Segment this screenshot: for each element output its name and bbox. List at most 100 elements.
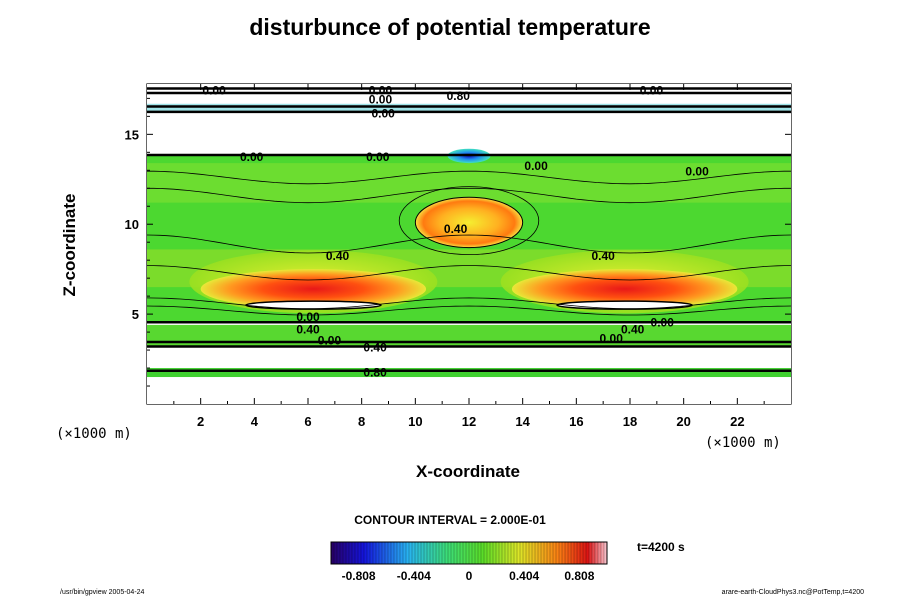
contour-line <box>414 196 524 249</box>
colorbar-step <box>460 542 464 564</box>
colorbar-step <box>601 542 605 564</box>
colorbar-step <box>502 542 506 564</box>
colorbar-step <box>331 542 335 564</box>
colorbar-step <box>517 542 521 564</box>
colorbar-step <box>415 542 419 564</box>
contour-label: 0.00 <box>369 92 393 106</box>
colorbar-step <box>430 542 434 564</box>
colorbar-step <box>544 542 548 564</box>
colorbar-step <box>412 542 416 564</box>
x-tick-label: 18 <box>623 414 637 429</box>
contour-label: 0.00 <box>685 164 709 178</box>
colorbar-step <box>499 542 503 564</box>
contour-field: 0.00 0.000.00 0.80 0.000.000.00 0.000.00 0.00… <box>147 83 791 404</box>
colorbar-step <box>550 542 554 564</box>
colorbar-step <box>490 542 494 564</box>
colorbar-step <box>442 542 446 564</box>
colorbar-step <box>424 542 428 564</box>
colorbar-step <box>595 542 599 564</box>
contour-label: 0.00 <box>240 150 264 164</box>
colorbar-step <box>529 542 533 564</box>
colorbar-step <box>451 542 455 564</box>
colorbar-step <box>472 542 476 564</box>
colorbar-step <box>493 542 497 564</box>
contour-label: 0.40 <box>363 340 387 354</box>
colorbar-tick-label: 0.404 <box>509 569 539 583</box>
colorbar-step <box>514 542 518 564</box>
x-tick-label: 16 <box>569 414 583 429</box>
feature-warm-dome <box>415 197 523 248</box>
colorbar-step <box>421 542 425 564</box>
colorbar-step <box>562 542 566 564</box>
contour-label: 0.40 <box>296 322 320 336</box>
contour-label: 0.00 <box>640 83 664 97</box>
colorbar-step <box>349 542 353 564</box>
colorbar-step <box>469 542 473 564</box>
x-tick-label: 14 <box>515 414 530 429</box>
contour-label: 0.40 <box>621 322 645 336</box>
feature-white-core <box>556 300 694 310</box>
colorbar-step <box>448 542 452 564</box>
field-upper-layer <box>147 163 791 203</box>
x-axis-unit: (×1000 m) <box>705 435 781 451</box>
contour-line <box>147 170 791 185</box>
colorbar-step <box>523 542 527 564</box>
contour-label: 0.00 <box>600 331 624 345</box>
colorbar-step <box>481 542 485 564</box>
colorbar: -0.808 -0.404 0 0.404 0.808 <box>330 541 608 583</box>
y-tick-label: 5 <box>132 307 139 322</box>
colorbar-step <box>418 542 422 564</box>
colorbar-step <box>382 542 386 564</box>
colorbar-step <box>580 542 584 564</box>
colorbar-step <box>475 542 479 564</box>
colorbar-step <box>466 542 470 564</box>
colorbar-step <box>598 542 602 564</box>
field-lower-layer <box>147 324 791 347</box>
feature-warm-band <box>511 269 738 309</box>
colorbar-step <box>361 542 365 564</box>
colorbar-step <box>535 542 539 564</box>
colorbar-step <box>541 542 545 564</box>
colorbar-step <box>568 542 572 564</box>
contour-line <box>147 234 791 254</box>
x-tick-label: 6 <box>304 414 311 429</box>
colorbar-step <box>556 542 560 564</box>
colorbar-step <box>337 542 341 564</box>
contour-label: 0.80 <box>447 89 471 103</box>
contour-label: 0.00 <box>318 333 342 347</box>
colorbar-step <box>409 542 413 564</box>
colorbar-step <box>436 542 440 564</box>
colorbar-step <box>367 542 371 564</box>
chart-title: disturbunce of potential temperature <box>249 14 651 40</box>
colorbar-step <box>385 542 389 564</box>
colorbar-step <box>565 542 569 564</box>
field-top-layer <box>147 103 791 113</box>
colorbar-step <box>487 542 491 564</box>
colorbar-step <box>505 542 509 564</box>
contour-label: 0.00 <box>366 150 390 164</box>
colorbar-step <box>532 542 536 564</box>
contour-interval-label: CONTOUR INTERVAL = 2.000E-01 <box>354 513 546 527</box>
contour-label: 0.40 <box>591 249 615 263</box>
colorbar-tick-label: -0.808 <box>342 569 376 583</box>
colorbar-tick-label: -0.404 <box>397 569 431 583</box>
axes: 2 4 6 8 10 12 14 16 18 20 22 5 10 15 <box>125 84 791 429</box>
colorbar-step <box>334 542 338 564</box>
colorbar-step <box>484 542 488 564</box>
colorbar-step <box>346 542 350 564</box>
colorbar-step <box>364 542 368 564</box>
y-tick-label: 10 <box>125 217 139 232</box>
contour-line <box>147 265 791 281</box>
colorbar-step <box>538 542 542 564</box>
contour-label: 0.00 <box>651 315 675 329</box>
x-tick-label: 10 <box>408 414 422 429</box>
colorbar-step <box>604 542 608 564</box>
colorbar-step <box>574 542 578 564</box>
colorbar-step <box>379 542 383 564</box>
colorbar-step <box>352 542 356 564</box>
colorbar-step <box>403 542 407 564</box>
colorbar-step <box>508 542 512 564</box>
colorbar-step <box>496 542 500 564</box>
